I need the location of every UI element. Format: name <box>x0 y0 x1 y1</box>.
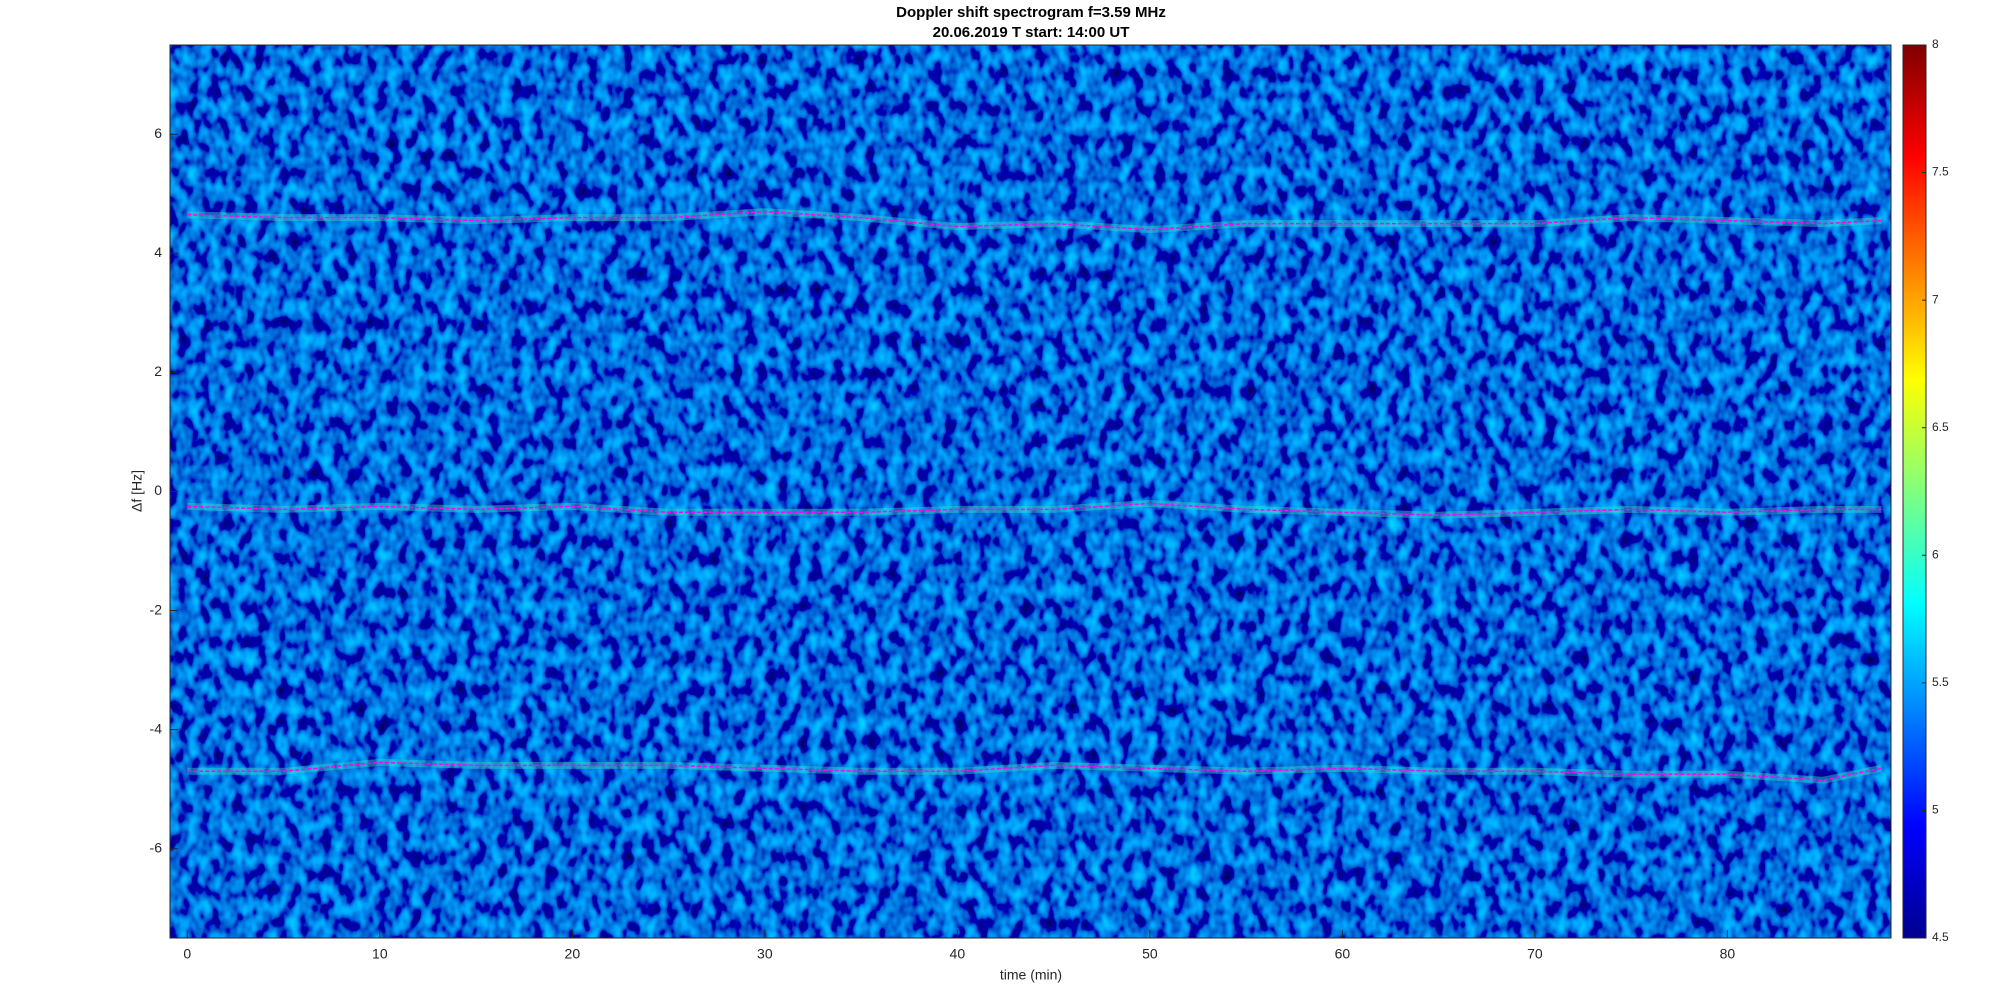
spectrogram-image <box>170 45 1891 938</box>
x-tick-label: 30 <box>757 946 773 962</box>
colorbar <box>1902 44 1927 939</box>
colorbar-tick-label: 7.5 <box>1932 165 1949 179</box>
y-tick-label: 2 <box>154 363 162 379</box>
y-axis-label: Δf [Hz] <box>129 470 145 512</box>
y-tick-label: -4 <box>150 720 163 736</box>
trace-line <box>187 210 1882 231</box>
x-tick-label: 20 <box>565 946 581 962</box>
x-tick-label: 10 <box>372 946 388 962</box>
chart-subtitle: 20.06.2019 T start: 14:00 UT <box>933 24 1130 41</box>
colorbar-tick-label: 6 <box>1932 547 1939 561</box>
colorbar-tick-label: 4.5 <box>1932 930 1949 944</box>
y-tick-label: -6 <box>150 839 163 855</box>
x-tick-label: 50 <box>1142 946 1158 962</box>
x-tick-label: 70 <box>1527 946 1543 962</box>
y-tick-label: 4 <box>154 244 162 260</box>
trace-line <box>187 761 1882 781</box>
colorbar-tick-label: 5 <box>1932 803 1939 817</box>
x-tick-label: 80 <box>1720 946 1736 962</box>
chart-title: Doppler shift spectrogram f=3.59 MHz <box>896 4 1166 21</box>
x-tick-label: 0 <box>183 946 191 962</box>
colorbar-tick-label: 7 <box>1932 292 1939 306</box>
x-tick-label: 60 <box>1335 946 1351 962</box>
trace-line <box>187 502 1882 517</box>
x-tick-label: 40 <box>950 946 966 962</box>
colorbar-tick-label: 5.5 <box>1932 675 1949 689</box>
y-tick-label: 6 <box>154 125 162 141</box>
colorbar-tick-label: 8 <box>1932 37 1939 51</box>
y-tick-label: 0 <box>154 482 162 498</box>
colorbar-tick-label: 6.5 <box>1932 420 1949 434</box>
x-axis-label: time (min) <box>1000 967 1062 983</box>
y-tick-label: -2 <box>150 601 163 617</box>
